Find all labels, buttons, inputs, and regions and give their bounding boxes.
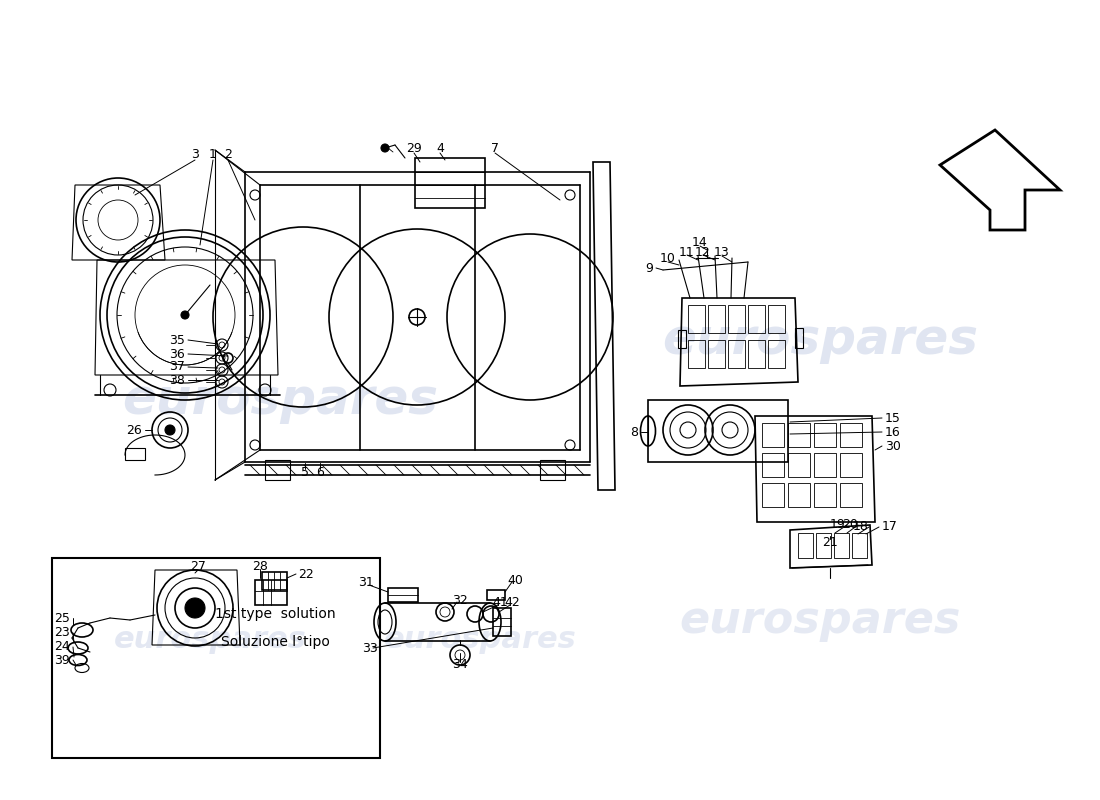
Bar [678, 330, 686, 348]
Text: 12: 12 [695, 246, 711, 258]
Text: 1: 1 [209, 149, 217, 162]
Text: eurospares: eurospares [662, 316, 978, 364]
Bar [688, 340, 705, 368]
Text: 37: 37 [169, 361, 185, 374]
Text: 24: 24 [54, 641, 70, 654]
Text: 3: 3 [191, 149, 199, 162]
Bar [788, 423, 810, 447]
Circle shape [182, 311, 189, 319]
Text: 9: 9 [645, 262, 653, 274]
Bar [768, 305, 785, 333]
Bar [415, 158, 485, 208]
Bar [748, 305, 764, 333]
Bar [852, 533, 867, 558]
Bar [798, 533, 813, 558]
Text: 1st type  solution: 1st type solution [214, 607, 336, 621]
Text: 2: 2 [224, 149, 232, 162]
Text: 41: 41 [492, 595, 508, 609]
Text: 31: 31 [359, 575, 374, 589]
Text: 39: 39 [54, 654, 70, 666]
Text: 34: 34 [452, 658, 468, 671]
Bar [688, 305, 705, 333]
Text: 42: 42 [504, 595, 520, 609]
Bar [728, 340, 745, 368]
Text: 38: 38 [169, 374, 185, 386]
Text: 33: 33 [362, 642, 378, 654]
Text: 19: 19 [829, 518, 845, 531]
Text: eurospares: eurospares [680, 598, 960, 642]
Text: 4: 4 [436, 142, 444, 154]
Text: eurospares: eurospares [384, 626, 576, 654]
Text: eurospares: eurospares [113, 626, 307, 654]
Text: 40: 40 [507, 574, 522, 586]
Text: 28: 28 [252, 559, 268, 573]
Bar [814, 453, 836, 477]
Text: 15: 15 [886, 411, 901, 425]
Bar [262, 572, 287, 590]
Text: 35: 35 [169, 334, 185, 346]
Text: 32: 32 [452, 594, 468, 606]
Text: 6: 6 [316, 466, 323, 478]
Bar [816, 533, 831, 558]
Bar [840, 483, 862, 507]
Bar [265, 460, 290, 480]
Text: 13: 13 [714, 246, 730, 259]
Text: 11: 11 [679, 246, 695, 258]
Text: 26: 26 [126, 423, 142, 437]
Circle shape [165, 425, 175, 435]
Text: 20: 20 [843, 518, 858, 531]
Bar [540, 460, 565, 480]
Text: 30: 30 [886, 439, 901, 453]
Bar [762, 423, 784, 447]
Text: 7: 7 [491, 142, 499, 154]
Text: eurospares: eurospares [122, 376, 438, 424]
Circle shape [381, 144, 389, 152]
Text: 14: 14 [692, 235, 708, 249]
Text: 27: 27 [190, 559, 206, 573]
Circle shape [185, 598, 205, 618]
Bar [125, 448, 145, 460]
Bar [487, 590, 505, 600]
Bar [728, 305, 745, 333]
Bar [255, 580, 287, 605]
Bar [388, 588, 418, 602]
Bar [52, 558, 380, 758]
Bar [834, 533, 849, 558]
Text: 29: 29 [406, 142, 422, 154]
Bar [840, 453, 862, 477]
Text: 5: 5 [301, 466, 309, 478]
Text: Soluzione l°tipo: Soluzione l°tipo [221, 635, 330, 649]
Bar [788, 453, 810, 477]
Bar [840, 423, 862, 447]
Text: 10: 10 [660, 251, 675, 265]
Bar [708, 305, 725, 333]
Bar [493, 608, 512, 636]
Bar [814, 423, 836, 447]
Text: 25: 25 [54, 611, 70, 625]
Text: 18: 18 [854, 521, 869, 534]
Text: 23: 23 [54, 626, 70, 639]
Bar [768, 340, 785, 368]
Bar [648, 400, 788, 462]
Bar [762, 453, 784, 477]
Polygon shape [940, 130, 1060, 230]
Text: 21: 21 [822, 535, 838, 549]
Text: 8: 8 [630, 426, 638, 438]
Bar [708, 340, 725, 368]
Bar [814, 483, 836, 507]
Text: 17: 17 [882, 521, 898, 534]
Text: 36: 36 [169, 347, 185, 361]
Text: 16: 16 [886, 426, 901, 438]
Bar [762, 483, 784, 507]
Bar [795, 328, 803, 348]
Bar [748, 340, 764, 368]
Text: 22: 22 [298, 567, 314, 581]
Bar [788, 483, 810, 507]
